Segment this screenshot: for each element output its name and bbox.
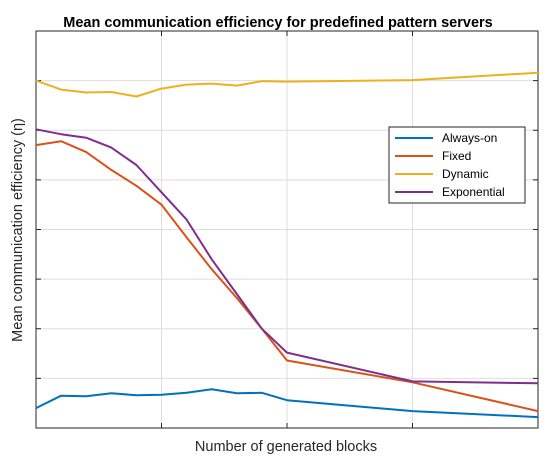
- series-line-always-on: [35, 388, 539, 419]
- y-axis-label: Mean communication efficiency (η): [10, 118, 26, 342]
- series-layer: [35, 71, 539, 419]
- legend-label-exponential: Exponential: [442, 185, 505, 199]
- plot-frame: [35, 30, 539, 429]
- legend-label-always-on: Always-on: [442, 131, 497, 145]
- legend: Always-on Fixed Dynamic Exponential: [388, 126, 526, 204]
- legend-label-fixed: Fixed: [442, 149, 471, 163]
- legend-box: [388, 126, 526, 204]
- plot-area: [35, 30, 539, 429]
- series-line-fixed: [35, 140, 539, 413]
- chart-title: Mean communication efficiency for predef…: [63, 15, 492, 31]
- x-axis-label: Number of generated blocks: [195, 439, 377, 455]
- series-line-dynamic: [35, 71, 539, 98]
- legend-label-dynamic: Dynamic: [442, 167, 489, 181]
- series-line-exponential: [35, 128, 539, 385]
